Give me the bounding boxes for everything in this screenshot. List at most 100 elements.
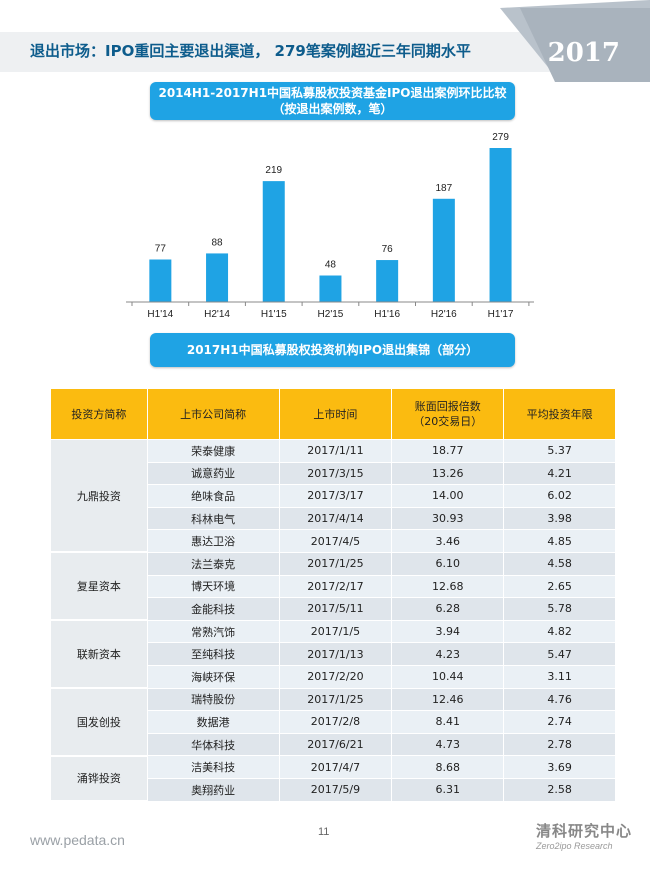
table-row: 国发创投 瑞特股份 2017/1/25 12.46 4.76	[50, 687, 616, 757]
return-multiple-cell: 3.94	[391, 619, 505, 644]
table-row: 至纯科技 2017/1/13 4.23 5.47	[51, 642, 616, 666]
chart-subtitle: （按退出案例数，笔）	[272, 102, 393, 116]
listing-date-cell: 2017/5/11	[278, 597, 393, 621]
table-row: 涌铧投资 洁美科技 2017/4/7 8.68 3.69	[50, 755, 616, 803]
return-multiple-cell: 18.77	[391, 439, 505, 463]
avg-years-cell: 3.11	[503, 664, 616, 689]
corner-decoration	[500, 0, 650, 82]
data-label: 76	[382, 244, 394, 255]
avg-years-cell: 2.74	[503, 710, 616, 734]
x-tick-label: H2'14	[204, 309, 230, 320]
listing-date-cell: 2017/1/5	[278, 619, 393, 644]
avg-years-cell: 4.21	[503, 461, 616, 486]
return-multiple-cell: 8.41	[391, 710, 505, 734]
return-multiple-cell: 14.00	[391, 484, 505, 508]
listing-date-cell: 2017/2/17	[278, 574, 393, 599]
return-multiple-cell: 12.46	[391, 687, 505, 712]
listing-date-cell: 2017/2/20	[278, 664, 393, 689]
listing-date-cell: 2017/4/7	[278, 755, 393, 779]
avg-years-cell: 4.58	[503, 551, 616, 576]
avg-years-cell: 3.98	[503, 506, 616, 531]
return-multiple-cell: 30.93	[391, 506, 505, 531]
ipo-exit-bar-chart: 77 88 219 48 76 187 279 H1'14 H2'14 H1'15 H2'15 H1…	[126, 132, 534, 320]
footer-brand-logo: 清科研究中心	[536, 822, 633, 840]
page-number: 11	[318, 826, 330, 838]
table-row: 奥翔药业 2017/5/9 6.31 2.58	[51, 777, 616, 802]
table-row: 复星资本 法兰泰克 2017/1/25 6.10 4.58	[50, 551, 616, 622]
listing-date-cell: 2017/2/8	[278, 710, 393, 734]
col-header-investor: 投资方简称	[50, 388, 148, 440]
company-cell: 诚意药业	[146, 461, 280, 486]
listing-date-cell: 2017/4/14	[278, 506, 393, 531]
footer-website: www.pedata.cn	[30, 832, 125, 848]
investor-cell: 国发创投	[50, 687, 148, 757]
table-title-banner: 2017H1中国私募股权投资机构IPO退出集锦（部分）	[150, 333, 515, 367]
bar-H1'17	[489, 148, 512, 302]
company-cell: 博天环境	[146, 574, 280, 599]
company-cell: 洁美科技	[146, 755, 280, 779]
table-row: 海峡环保 2017/2/20 10.44 3.11	[51, 664, 616, 689]
return-multiple-cell: 6.31	[391, 777, 505, 802]
col-header-return: 账面回报倍数 （20交易日）	[391, 388, 505, 440]
avg-years-cell: 4.76	[503, 687, 616, 712]
table-row: 数据港 2017/2/8 8.41 2.74	[51, 710, 616, 734]
x-tick-label: H2'16	[431, 309, 457, 320]
table-row: 华体科技 2017/6/21 4.73 2.78	[51, 732, 616, 757]
table-row: 金能科技 2017/5/11 6.28 5.78	[51, 597, 616, 621]
company-cell: 法兰泰克	[146, 551, 280, 576]
return-multiple-cell: 4.23	[391, 642, 505, 666]
avg-years-cell: 5.37	[503, 439, 616, 463]
company-cell: 瑞特股份	[146, 687, 280, 712]
ipo-exit-table: 投资方简称 上市公司简称 上市时间 账面回报倍数 （20交易日） 平均投资年限 …	[50, 388, 616, 803]
company-cell: 科林电气	[146, 506, 280, 531]
table-row: 九鼎投资 荣泰健康 2017/1/11 18.77 5.37	[50, 439, 616, 554]
company-cell: 金能科技	[146, 597, 280, 621]
listing-date-cell: 2017/6/21	[278, 732, 393, 757]
x-tick-label: H1'15	[261, 309, 287, 320]
table-title: 2017H1中国私募股权投资机构IPO退出集锦（部分）	[186, 343, 479, 357]
return-multiple-cell: 3.46	[391, 529, 505, 553]
data-label: 77	[155, 243, 167, 254]
avg-years-cell: 5.47	[503, 642, 616, 666]
company-cell: 荣泰健康	[146, 439, 280, 463]
header-year: 2017	[547, 38, 620, 68]
avg-years-cell: 3.69	[503, 755, 616, 779]
avg-years-cell: 6.02	[503, 484, 616, 508]
company-cell: 至纯科技	[146, 642, 280, 666]
listing-date-cell: 2017/5/9	[278, 777, 393, 802]
company-cell: 绝味食品	[146, 484, 280, 508]
avg-years-cell: 2.78	[503, 732, 616, 757]
company-cell: 数据港	[146, 710, 280, 734]
return-multiple-cell: 10.44	[391, 664, 505, 689]
data-label: 219	[265, 165, 282, 176]
company-cell: 常熟汽饰	[146, 619, 280, 644]
company-cell: 华体科技	[146, 732, 280, 757]
bar-H1'16	[376, 260, 399, 302]
listing-date-cell: 2017/1/11	[278, 439, 393, 463]
avg-years-cell: 4.82	[503, 619, 616, 644]
return-multiple-cell: 6.28	[391, 597, 505, 621]
listing-date-cell: 2017/4/5	[278, 529, 393, 553]
col-header-years: 平均投资年限	[503, 388, 616, 440]
bar-H2'15	[319, 275, 342, 302]
chart-title-banner: 2014H1-2017H1中国私募股权投资基金IPO退出案例环比比较 （按退出案…	[150, 82, 515, 120]
x-tick-label: H1'14	[147, 309, 173, 320]
table-row: 惠达卫浴 2017/4/5 3.46 4.85	[51, 529, 616, 553]
return-multiple-cell: 12.68	[391, 574, 505, 599]
bar-H2'16	[432, 198, 455, 302]
investor-cell: 复星资本	[50, 551, 148, 622]
avg-years-cell: 2.65	[503, 574, 616, 599]
data-label: 187	[436, 183, 453, 194]
company-cell: 奥翔药业	[146, 777, 280, 802]
listing-date-cell: 2017/1/25	[278, 687, 393, 712]
table-row: 绝味食品 2017/3/17 14.00 6.02	[51, 484, 616, 508]
listing-date-cell: 2017/1/13	[278, 642, 393, 666]
data-label: 88	[211, 237, 223, 248]
col-header-return-line2: （20交易日）	[413, 415, 483, 428]
return-multiple-cell: 4.73	[391, 732, 505, 757]
listing-date-cell: 2017/1/25	[278, 551, 393, 576]
table-row: 联新资本 常熟汽饰 2017/1/5 3.94 4.82	[50, 619, 616, 690]
bar-H2'14	[206, 253, 229, 302]
avg-years-cell: 2.58	[503, 777, 616, 802]
footer-brand-subtitle: Zero2ipo Research	[536, 841, 613, 851]
